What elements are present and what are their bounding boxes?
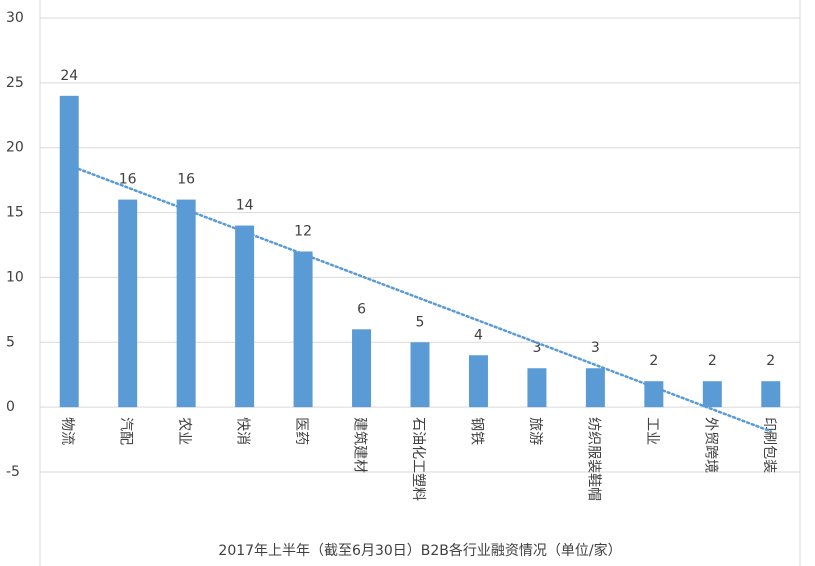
y-tick-label: 15	[6, 205, 24, 221]
bar	[468, 355, 488, 408]
y-tick-label: 10	[6, 269, 24, 285]
data-label: 3	[532, 340, 541, 356]
data-label: 4	[474, 327, 483, 343]
trendline	[67, 164, 773, 433]
bar	[59, 95, 79, 408]
bar	[235, 225, 255, 408]
bar	[702, 381, 722, 408]
data-label: 16	[177, 172, 195, 188]
data-label: 14	[236, 198, 254, 214]
x-tick-label: 印刷包装	[761, 417, 777, 473]
data-label: 2	[649, 353, 658, 369]
data-label: 5	[416, 314, 425, 330]
bar	[761, 381, 781, 408]
x-tick-label: 工业	[644, 417, 660, 445]
data-label: 2	[708, 353, 717, 369]
x-tick-label: 农业	[176, 417, 192, 445]
chart-title: 2017年上半年（截至6月30日）B2B各行业融资情况（单位/家）	[218, 542, 621, 559]
bar	[352, 329, 372, 408]
x-tick-label: 旅游	[527, 417, 543, 445]
x-tick-label: 汽配	[118, 417, 134, 445]
x-tick-label: 建筑建材	[352, 417, 368, 473]
y-tick-label: 5	[6, 334, 15, 350]
x-tick-label: 快消	[235, 417, 251, 445]
bar	[410, 342, 430, 408]
bar	[585, 368, 605, 408]
data-label: 16	[119, 172, 137, 188]
data-label: 3	[591, 340, 600, 356]
x-tick-label: 外贸跨境	[702, 417, 718, 473]
data-label: 12	[294, 223, 312, 239]
y-tick-label: 0	[6, 399, 15, 415]
y-tick-label: 30	[6, 10, 24, 26]
data-label: 24	[60, 68, 78, 84]
x-tick-label: 医药	[293, 417, 309, 445]
bar	[118, 199, 138, 408]
x-tick-label: 物流	[59, 417, 75, 445]
x-tick-label: 钢铁	[468, 417, 484, 445]
bar	[644, 381, 664, 408]
y-tick-label: 20	[6, 140, 24, 156]
bar	[527, 368, 547, 408]
x-tick-label: 纺织服装鞋帽	[585, 417, 601, 501]
bar	[176, 199, 196, 408]
y-tick-label: -5	[6, 464, 20, 480]
data-label: 6	[357, 301, 366, 317]
bar	[293, 251, 313, 408]
data-label: 2	[766, 353, 775, 369]
y-tick-label: 25	[6, 75, 24, 91]
x-tick-label: 石油化工塑料	[410, 417, 426, 501]
